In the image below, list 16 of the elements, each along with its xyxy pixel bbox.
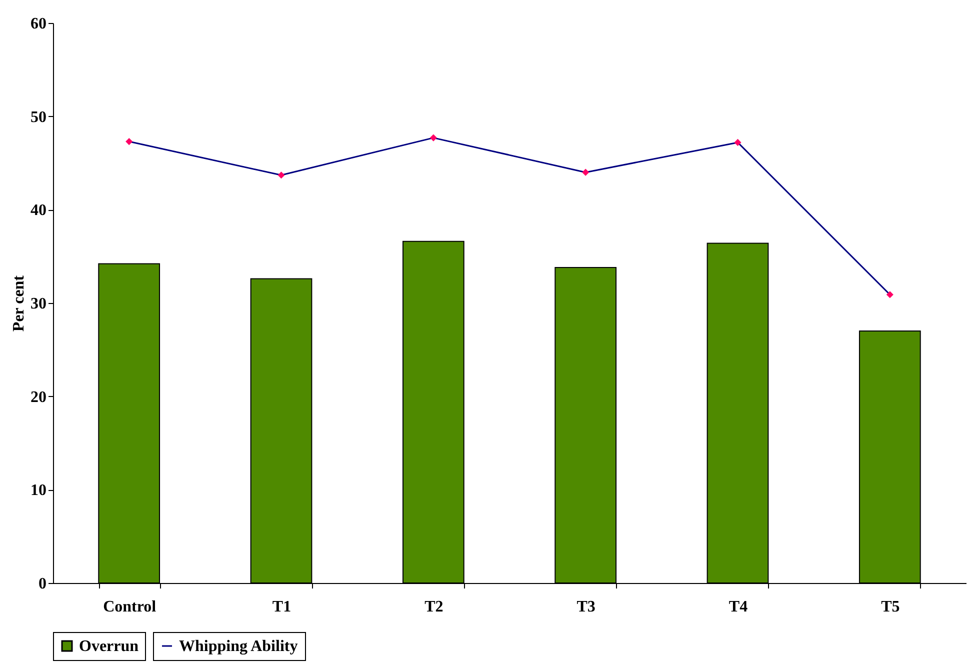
x-tick-label: T3 xyxy=(576,598,596,616)
y-tick-label: 30 xyxy=(30,296,46,312)
x-tick-label: T2 xyxy=(424,598,444,616)
x-tick-label: T4 xyxy=(728,598,748,616)
y-tick-label: 40 xyxy=(30,202,46,220)
y-tick-label: 60 xyxy=(30,16,46,32)
y-tick-label: 20 xyxy=(30,388,46,406)
legend-label: Whipping Ability xyxy=(179,638,298,655)
x-tick-label: T1 xyxy=(272,598,292,616)
y-tick-label: 10 xyxy=(30,482,46,500)
y-tick-label: 50 xyxy=(30,108,46,126)
y-axis-title: Per cent xyxy=(10,274,28,332)
y-tick-label: 0 xyxy=(38,576,46,592)
legend-label: Overrun xyxy=(79,638,139,655)
x-tick-label: Control xyxy=(103,598,157,616)
x-tick-label: T5 xyxy=(881,598,900,616)
